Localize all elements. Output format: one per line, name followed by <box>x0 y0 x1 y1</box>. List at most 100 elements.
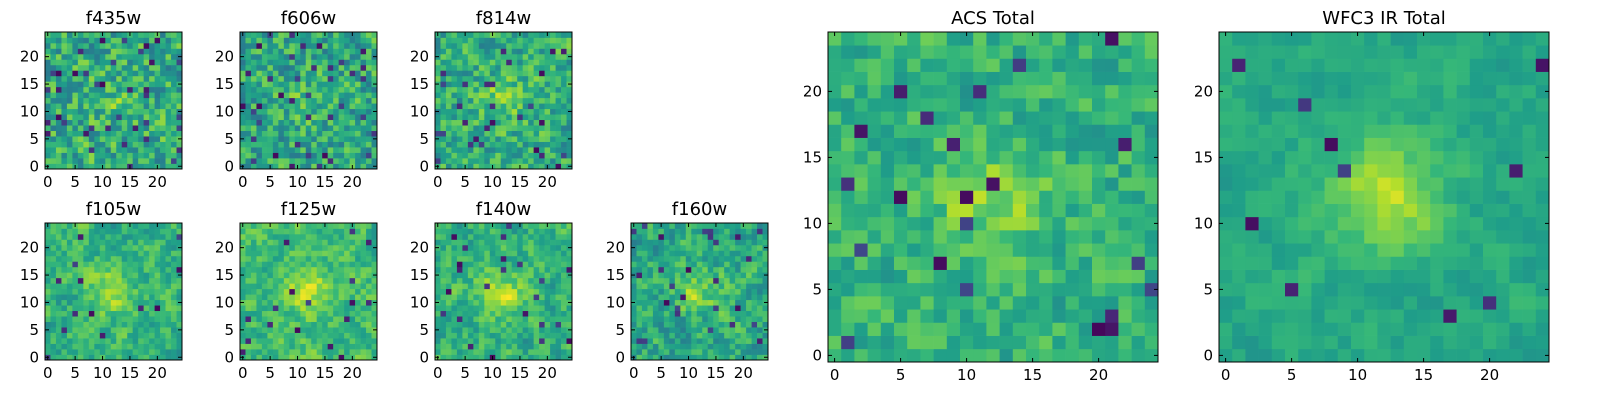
heatmap-cell <box>261 223 268 229</box>
heatmap-cell <box>561 86 567 93</box>
heatmap-cell <box>300 53 307 60</box>
heatmap-cell <box>636 332 643 339</box>
heatmap-cell <box>344 114 350 121</box>
heatmap-cell <box>533 338 540 344</box>
heatmap-cell <box>762 261 769 268</box>
heatmap-cell <box>250 48 257 55</box>
heatmap-cell <box>506 250 513 257</box>
heatmap-cell <box>355 147 361 153</box>
heatmap-cell <box>691 228 698 235</box>
x-tick-label: 20 <box>734 364 753 382</box>
heatmap-cell <box>1065 282 1080 297</box>
heatmap-cell <box>132 250 139 257</box>
heatmap-cell <box>283 316 290 322</box>
heatmap-cell <box>316 130 323 137</box>
heatmap-cell <box>322 75 329 82</box>
heatmap-cell <box>245 53 252 60</box>
heatmap-cell <box>116 316 123 322</box>
heatmap-cell <box>77 152 84 159</box>
heatmap-cell <box>83 59 90 66</box>
heatmap-cell <box>467 294 474 301</box>
heatmap-cell <box>440 321 447 328</box>
heatmap-cell <box>105 327 112 333</box>
heatmap-cell <box>517 338 524 344</box>
heatmap-cell <box>272 64 279 71</box>
heatmap-cell <box>127 277 134 284</box>
heatmap-cell <box>165 130 172 137</box>
heatmap-cell <box>322 283 329 290</box>
heatmap-cell <box>138 310 144 317</box>
heatmap-cell <box>143 343 150 350</box>
heatmap-cell <box>138 119 144 126</box>
heatmap-cell <box>561 316 567 322</box>
heatmap-cell <box>338 125 345 131</box>
heatmap-cell <box>1039 269 1053 284</box>
heatmap-cell <box>149 332 155 339</box>
heatmap-cell <box>555 97 562 104</box>
heatmap-cell <box>278 250 285 257</box>
heatmap-cell <box>176 37 183 44</box>
heatmap-cell <box>462 92 469 99</box>
heatmap-cell <box>500 130 507 137</box>
heatmap-cell <box>484 277 491 284</box>
heatmap-cell <box>685 343 692 350</box>
heatmap-cell <box>440 288 447 295</box>
heatmap-cell <box>338 158 345 164</box>
heatmap-cell <box>669 321 676 328</box>
heatmap-cell <box>77 64 84 71</box>
heatmap-cell <box>522 316 529 322</box>
heatmap-cell <box>435 255 441 262</box>
heatmap-cell <box>511 97 518 104</box>
heatmap-cell <box>45 125 51 131</box>
heatmap-cell <box>445 147 452 153</box>
heatmap-cell <box>99 130 106 137</box>
heatmap-cell <box>473 283 480 290</box>
heatmap-cell <box>456 64 463 71</box>
heatmap-cell <box>555 288 562 295</box>
heatmap-cell <box>539 70 545 77</box>
heatmap-cell <box>360 255 367 262</box>
heatmap-cell <box>176 277 183 284</box>
heatmap-cell <box>45 75 51 82</box>
heatmap-cell <box>261 125 268 131</box>
heatmap-cell <box>550 327 556 333</box>
heatmap-cell <box>61 228 68 235</box>
heatmap-cell <box>489 255 496 262</box>
heatmap-cell <box>999 309 1014 323</box>
y-tick-label: 10 <box>606 293 625 311</box>
heatmap-cell <box>495 233 502 240</box>
heatmap-cell <box>740 316 747 322</box>
heatmap-cell <box>338 305 345 312</box>
heatmap-cell <box>478 59 485 66</box>
heatmap-cell <box>473 147 480 153</box>
heatmap-cell <box>366 152 372 159</box>
heatmap-cell <box>55 42 62 49</box>
heatmap-cell <box>165 294 172 301</box>
heatmap-cell <box>61 261 68 268</box>
heatmap-cell <box>94 288 101 295</box>
y-tick-label: 0 <box>29 348 39 366</box>
heatmap-cell <box>484 163 491 170</box>
heatmap-cell <box>528 316 534 322</box>
heatmap-cell <box>533 299 540 306</box>
heatmap-cell <box>691 233 698 240</box>
heatmap-cell <box>154 53 161 60</box>
heatmap-cell <box>77 343 84 350</box>
heatmap-cell <box>316 136 323 142</box>
heatmap-cell <box>685 266 692 273</box>
heatmap-cell <box>973 177 987 191</box>
heatmap-cell <box>355 53 361 60</box>
heatmap-cell <box>110 228 117 235</box>
heatmap-cell <box>528 233 534 240</box>
heatmap-cell <box>528 141 534 148</box>
heatmap-cell <box>746 343 752 350</box>
heatmap-cell <box>467 32 474 38</box>
heatmap-cell <box>316 305 323 312</box>
heatmap-cell <box>300 125 307 131</box>
heatmap-cell <box>674 261 681 268</box>
heatmap-cell <box>83 86 90 93</box>
heatmap-cell <box>946 190 961 204</box>
heatmap-cell <box>316 250 323 257</box>
heatmap-cell <box>713 316 720 322</box>
heatmap-cell <box>72 299 79 306</box>
